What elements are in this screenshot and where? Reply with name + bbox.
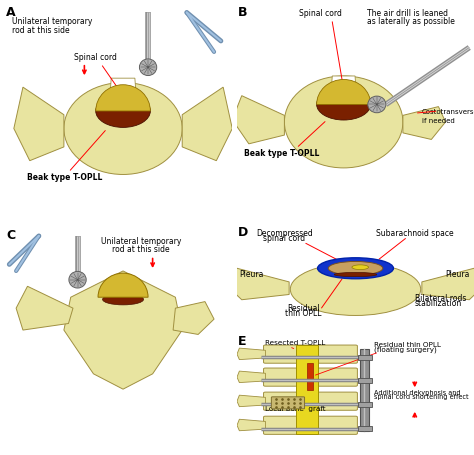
Bar xyxy=(296,346,318,434)
Text: thin OPLL: thin OPLL xyxy=(285,309,322,318)
Text: Beak type T-OPLL: Beak type T-OPLL xyxy=(27,172,103,182)
Wedge shape xyxy=(98,273,148,298)
Text: Pleura: Pleura xyxy=(446,269,470,278)
Ellipse shape xyxy=(318,258,393,279)
Polygon shape xyxy=(237,371,265,383)
Text: Resected T-OPLL: Resected T-OPLL xyxy=(265,339,326,345)
Text: spinal cord shortening effect: spinal cord shortening effect xyxy=(374,393,469,399)
Polygon shape xyxy=(232,96,284,145)
Text: Residual thin OPLL: Residual thin OPLL xyxy=(374,342,441,348)
Ellipse shape xyxy=(64,83,182,175)
Text: E: E xyxy=(238,334,246,348)
Bar xyxy=(360,349,369,431)
Text: The air drill is leaned: The air drill is leaned xyxy=(367,9,448,18)
Ellipse shape xyxy=(284,77,403,168)
Wedge shape xyxy=(317,80,371,105)
Text: Local bone  graft: Local bone graft xyxy=(265,405,326,411)
Text: Costotransversectomy: Costotransversectomy xyxy=(422,109,474,115)
Polygon shape xyxy=(237,395,265,407)
Ellipse shape xyxy=(352,265,369,270)
Text: Beak type T-OPLL: Beak type T-OPLL xyxy=(244,148,319,157)
Ellipse shape xyxy=(328,262,383,275)
Polygon shape xyxy=(422,268,474,300)
Text: Unilateral temporary: Unilateral temporary xyxy=(11,17,92,26)
Polygon shape xyxy=(108,79,138,123)
Bar xyxy=(358,402,372,407)
FancyBboxPatch shape xyxy=(264,416,357,435)
Ellipse shape xyxy=(96,96,150,128)
Text: spinal cord: spinal cord xyxy=(264,233,305,243)
Text: Subarachnoid space: Subarachnoid space xyxy=(376,228,454,237)
Text: Spinal cord: Spinal cord xyxy=(299,9,341,18)
Polygon shape xyxy=(182,88,232,162)
Polygon shape xyxy=(329,77,358,116)
Text: Decompressed: Decompressed xyxy=(256,228,313,237)
Text: D: D xyxy=(238,225,248,238)
Text: stabilization: stabilization xyxy=(415,298,462,307)
FancyBboxPatch shape xyxy=(264,392,357,410)
Text: Pleura: Pleura xyxy=(239,269,264,278)
Circle shape xyxy=(368,97,386,113)
Polygon shape xyxy=(403,107,446,140)
Text: rod at this side: rod at this side xyxy=(112,245,170,254)
Ellipse shape xyxy=(317,90,371,121)
Text: Spinal cord: Spinal cord xyxy=(74,53,121,94)
Text: (floating surgery): (floating surgery) xyxy=(374,346,437,353)
Text: if needed: if needed xyxy=(422,118,455,124)
Text: A: A xyxy=(6,5,16,19)
FancyBboxPatch shape xyxy=(271,397,304,409)
Text: Additional dekyphosis and: Additional dekyphosis and xyxy=(374,389,461,394)
Polygon shape xyxy=(173,302,214,335)
Text: as laterally as possible: as laterally as possible xyxy=(367,17,455,26)
Polygon shape xyxy=(237,349,265,360)
Text: Bilateral rods: Bilateral rods xyxy=(415,293,466,302)
Polygon shape xyxy=(225,268,289,300)
FancyBboxPatch shape xyxy=(264,345,357,364)
FancyBboxPatch shape xyxy=(264,368,357,386)
Bar xyxy=(358,378,372,383)
Text: C: C xyxy=(6,228,15,242)
Polygon shape xyxy=(16,287,73,330)
Ellipse shape xyxy=(334,273,377,277)
Text: B: B xyxy=(238,5,248,19)
Ellipse shape xyxy=(290,263,421,316)
Circle shape xyxy=(69,272,86,288)
Text: Unilateral temporary: Unilateral temporary xyxy=(101,236,182,245)
Polygon shape xyxy=(14,88,64,162)
Wedge shape xyxy=(96,86,150,112)
Text: Residual: Residual xyxy=(287,303,319,313)
Polygon shape xyxy=(64,271,182,389)
Bar xyxy=(358,426,372,431)
Bar xyxy=(307,363,313,390)
Text: rod at this side: rod at this side xyxy=(11,26,69,35)
Ellipse shape xyxy=(102,294,144,305)
Bar xyxy=(358,355,372,360)
Circle shape xyxy=(139,60,157,76)
Polygon shape xyxy=(237,420,265,431)
